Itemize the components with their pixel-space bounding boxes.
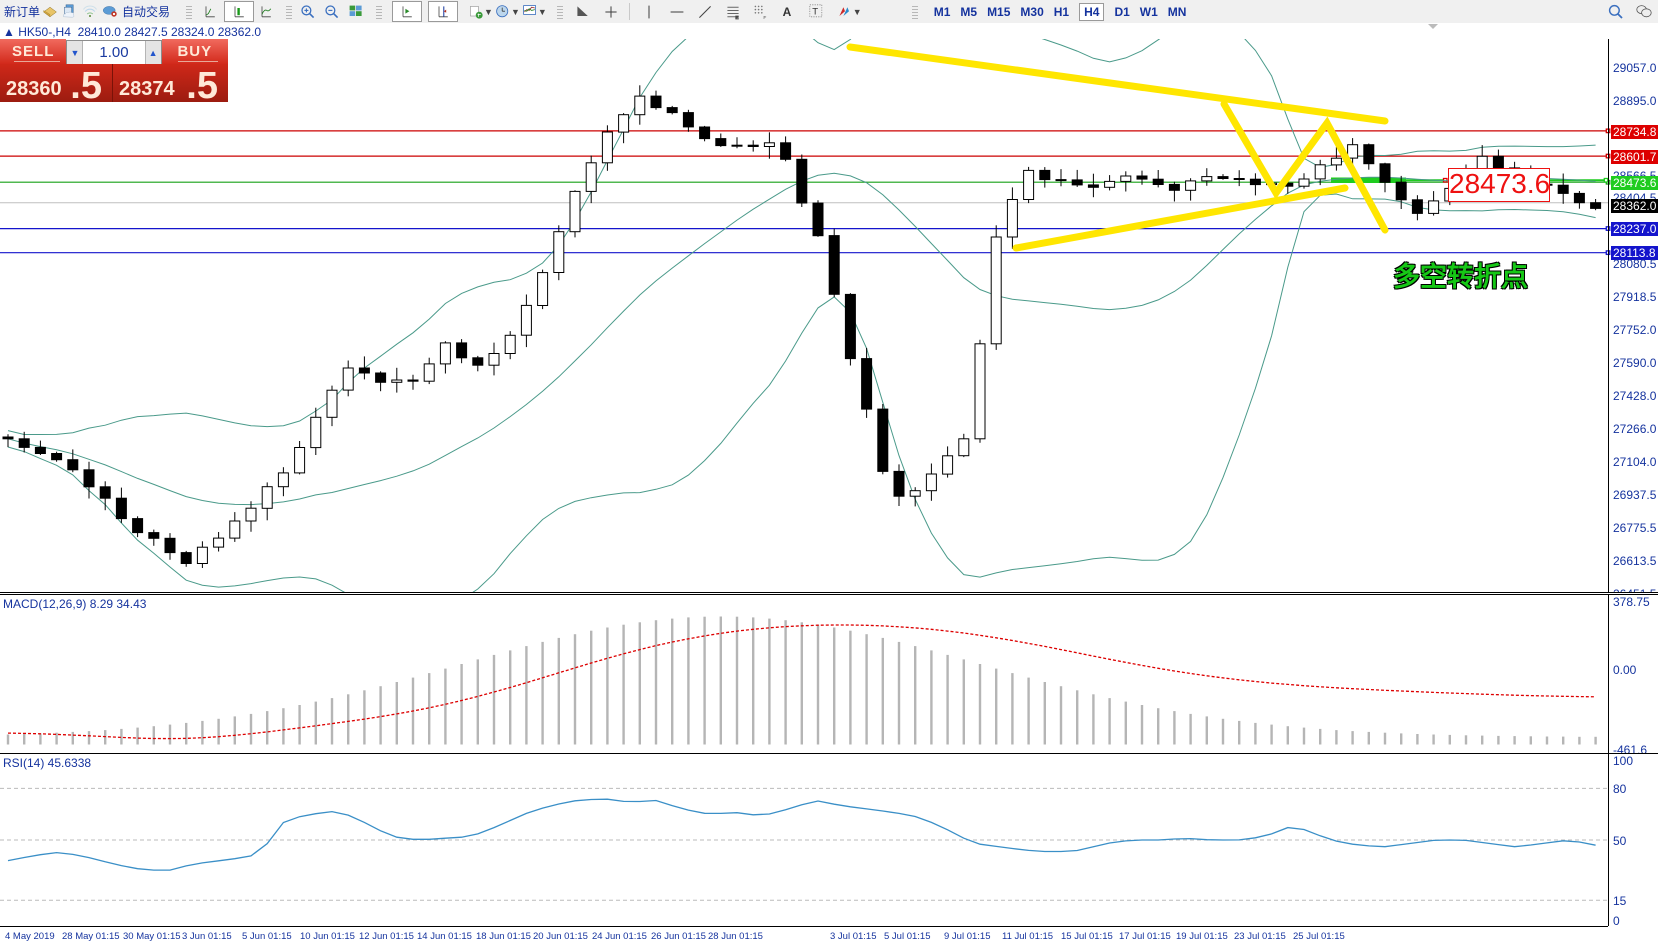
svg-text:A: A xyxy=(782,5,791,19)
svg-text:F: F xyxy=(763,15,766,20)
svg-text:T: T xyxy=(812,6,818,17)
svg-text:E: E xyxy=(735,15,738,20)
